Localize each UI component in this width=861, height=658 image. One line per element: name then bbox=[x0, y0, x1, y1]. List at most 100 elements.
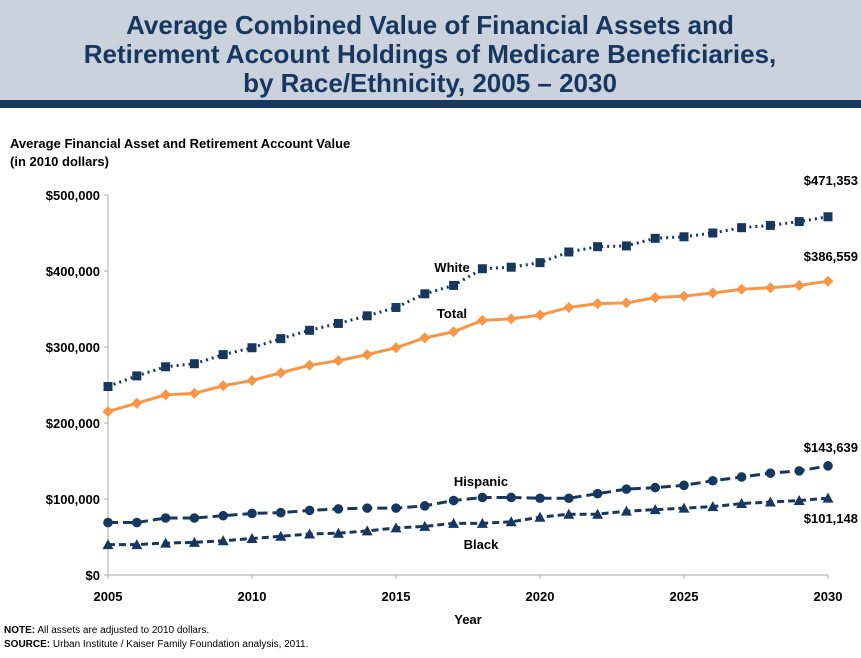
marker bbox=[535, 493, 545, 504]
marker bbox=[448, 517, 460, 528]
marker bbox=[534, 309, 546, 321]
marker bbox=[361, 525, 373, 536]
marker bbox=[563, 508, 575, 519]
data-label: $386,559 bbox=[804, 249, 858, 264]
y-tick-label: $500,000 bbox=[46, 188, 100, 203]
marker bbox=[305, 325, 315, 335]
marker bbox=[131, 397, 143, 409]
chart-title: Retirement Account Holdings of Medicare … bbox=[84, 39, 777, 69]
marker bbox=[822, 492, 834, 503]
note: NOTE: All assets are adjusted to 2010 do… bbox=[4, 625, 209, 636]
series-label: Hispanic bbox=[454, 474, 508, 489]
source-label: SOURCE: bbox=[4, 639, 50, 650]
marker bbox=[390, 522, 402, 533]
marker bbox=[506, 262, 516, 272]
marker bbox=[217, 535, 229, 546]
marker bbox=[246, 533, 258, 544]
marker bbox=[449, 280, 459, 290]
marker bbox=[188, 536, 200, 547]
marker bbox=[160, 537, 172, 548]
marker bbox=[362, 503, 373, 513]
marker bbox=[823, 212, 833, 222]
marker bbox=[737, 223, 747, 233]
marker bbox=[765, 220, 775, 230]
marker bbox=[218, 350, 228, 360]
marker bbox=[707, 287, 719, 299]
series-label: White bbox=[434, 260, 469, 275]
marker bbox=[621, 484, 632, 494]
y-axis-title: Average Financial Asset and Retirement A… bbox=[10, 136, 350, 151]
marker bbox=[505, 313, 517, 325]
marker bbox=[362, 311, 372, 321]
marker bbox=[333, 504, 344, 514]
marker bbox=[103, 517, 113, 528]
marker bbox=[246, 374, 258, 386]
marker bbox=[764, 282, 776, 294]
marker bbox=[332, 355, 344, 367]
marker bbox=[132, 517, 142, 528]
series-label: Total bbox=[437, 306, 467, 321]
x-tick-label: 2030 bbox=[814, 589, 843, 604]
marker bbox=[592, 488, 603, 499]
marker bbox=[275, 530, 287, 541]
marker bbox=[332, 527, 344, 538]
marker bbox=[534, 511, 546, 522]
marker bbox=[620, 297, 632, 309]
marker bbox=[649, 504, 661, 515]
source: SOURCE: Urban Institute / Kaiser Family … bbox=[4, 639, 308, 650]
marker bbox=[247, 343, 257, 353]
marker bbox=[765, 468, 776, 478]
marker bbox=[794, 466, 804, 476]
x-tick-label: 2025 bbox=[670, 589, 699, 604]
x-tick-label: 2020 bbox=[526, 589, 555, 604]
source-text: Urban Institute / Kaiser Family Foundati… bbox=[50, 639, 308, 650]
marker bbox=[189, 359, 199, 369]
marker bbox=[678, 502, 690, 513]
marker bbox=[793, 279, 805, 291]
title-rule bbox=[0, 100, 861, 108]
marker bbox=[564, 247, 574, 257]
marker bbox=[102, 539, 114, 550]
marker bbox=[620, 505, 632, 516]
x-tick-label: 2015 bbox=[382, 589, 411, 604]
series-line bbox=[108, 464, 829, 525]
title-banner bbox=[0, 0, 861, 100]
marker bbox=[304, 505, 315, 516]
marker bbox=[592, 508, 604, 519]
marker bbox=[679, 480, 689, 491]
marker bbox=[391, 503, 401, 513]
marker bbox=[822, 275, 834, 287]
marker bbox=[160, 513, 171, 523]
marker bbox=[678, 290, 690, 302]
y-tick-label: $0 bbox=[86, 568, 100, 583]
y-tick-label: $200,000 bbox=[46, 416, 100, 431]
x-tick-label: 2005 bbox=[94, 589, 123, 604]
marker bbox=[390, 342, 402, 354]
marker bbox=[419, 520, 431, 531]
marker bbox=[304, 528, 316, 539]
marker bbox=[823, 461, 833, 471]
marker bbox=[391, 302, 401, 312]
marker bbox=[275, 367, 287, 379]
y-tick-label: $100,000 bbox=[46, 492, 100, 507]
marker bbox=[218, 510, 228, 521]
marker bbox=[593, 242, 603, 252]
marker bbox=[276, 507, 286, 518]
marker bbox=[564, 493, 574, 504]
marker bbox=[736, 283, 748, 295]
marker bbox=[563, 301, 575, 313]
data-label: $471,353 bbox=[804, 173, 858, 188]
x-tick-label: 2010 bbox=[238, 589, 267, 604]
marker bbox=[131, 539, 143, 550]
marker bbox=[276, 334, 286, 344]
marker bbox=[535, 258, 545, 268]
marker bbox=[592, 298, 604, 310]
marker bbox=[333, 318, 343, 328]
series-line bbox=[107, 279, 829, 414]
marker bbox=[708, 228, 718, 238]
marker bbox=[103, 382, 113, 392]
marker bbox=[161, 362, 171, 372]
marker bbox=[160, 389, 172, 401]
